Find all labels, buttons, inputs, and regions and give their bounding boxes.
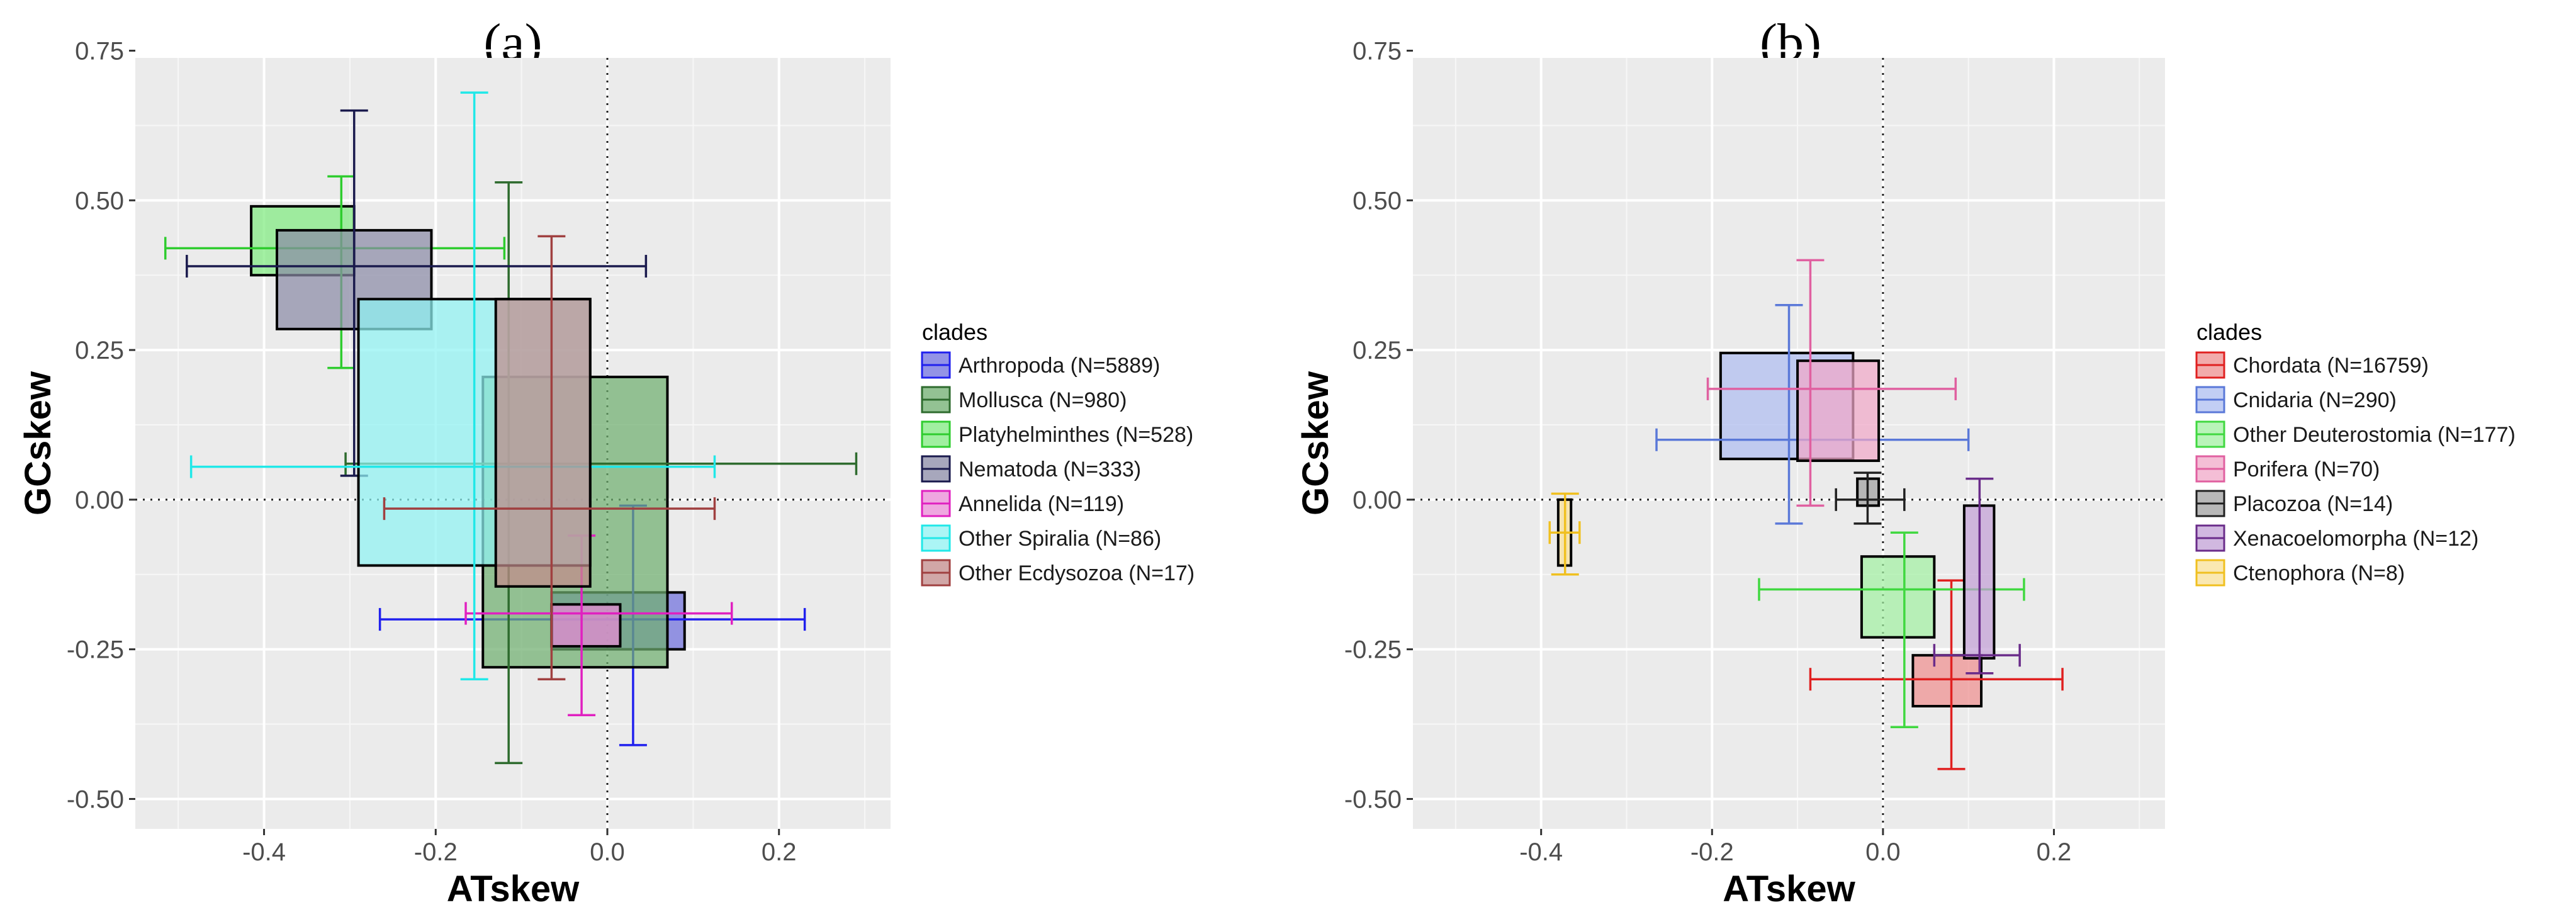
legend-label: Platyhelminthes (N=528)	[959, 423, 1193, 447]
legend-label: Porifera (N=70)	[2233, 458, 2380, 481]
y-tick-label: -0.50	[1344, 785, 1402, 813]
series-5	[1933, 477, 2021, 675]
legend-label: Arthropoda (N=5889)	[959, 354, 1160, 378]
x-tick-label: -0.2	[1690, 838, 1734, 866]
series-box	[1860, 555, 1936, 639]
legend-title: clades	[922, 319, 987, 345]
x-tick-label: 0.0	[590, 838, 625, 866]
legend: clades Arthropoda (N=5889) Mollusca (N=980…	[921, 319, 1195, 587]
panel-b: (b)-0.4 -0.2 0.0 0.2-0.50-0.250.000.250.500…	[1295, 13, 2516, 909]
legend-label: Other Ecdysozoa (N=17)	[959, 561, 1195, 585]
legend-label: Other Deuterostomia (N=177)	[2233, 423, 2516, 447]
y-tick-label: -0.25	[67, 636, 124, 664]
x-tick-label: 0.2	[2037, 838, 2072, 866]
series-3	[1706, 259, 1957, 507]
y-tick-label: 0.50	[1353, 187, 1402, 215]
legend-label: Placozoa (N=14)	[2233, 492, 2393, 516]
legend: clades Chordata (N=16759) Cnidaria (N=290)…	[2195, 319, 2516, 587]
series-box	[1911, 654, 1983, 708]
y-axis-label: GCskew	[1295, 371, 1336, 515]
series-6	[383, 235, 716, 680]
y-tick-label: 0.00	[1353, 487, 1402, 514]
legend-label: Ctenophora (N=8)	[2233, 561, 2405, 585]
y-tick-label: 0.25	[75, 337, 124, 364]
legend-label: Other Spiralia (N=86)	[959, 527, 1161, 551]
legend-label: Mollusca (N=980)	[959, 388, 1127, 412]
panel-a: (a)-0.4 -0.2 0.0 0.2-0.50-0.250.000.250.500…	[18, 13, 1195, 909]
y-tick-label: 0.00	[75, 487, 124, 514]
x-tick-label: 0.2	[762, 838, 797, 866]
legend-label: Cnidaria (N=290)	[2233, 388, 2397, 412]
x-tick-label: -0.4	[1519, 838, 1563, 866]
y-tick-label: 0.50	[75, 187, 124, 215]
series-6	[1548, 492, 1581, 576]
legend-label: Annelida (N=119)	[959, 492, 1124, 516]
series-box	[494, 298, 592, 588]
series-box	[550, 603, 622, 648]
y-tick-label: 0.75	[75, 38, 124, 65]
legend-label: Nematoda (N=333)	[959, 458, 1141, 481]
x-axis-label: ATskew	[1723, 869, 1855, 909]
legend-label: Xenacoelomorpha (N=12)	[2233, 527, 2478, 551]
legend-label: Chordata (N=16759)	[2233, 354, 2429, 378]
y-tick-label: 0.25	[1353, 337, 1402, 364]
series-4	[1835, 471, 1906, 525]
series-2	[1758, 531, 2025, 729]
y-tick-label: -0.25	[1344, 636, 1402, 664]
legend-title: clades	[2196, 319, 2262, 345]
x-tick-label: 0.0	[1865, 838, 1901, 866]
x-tick-label: -0.2	[414, 838, 458, 866]
y-tick-label: 0.75	[1353, 38, 1402, 65]
y-tick-label: -0.50	[67, 785, 124, 813]
x-axis-label: ATskew	[447, 869, 580, 909]
y-axis-label: GCskew	[18, 371, 59, 515]
x-tick-label: -0.4	[242, 838, 286, 866]
